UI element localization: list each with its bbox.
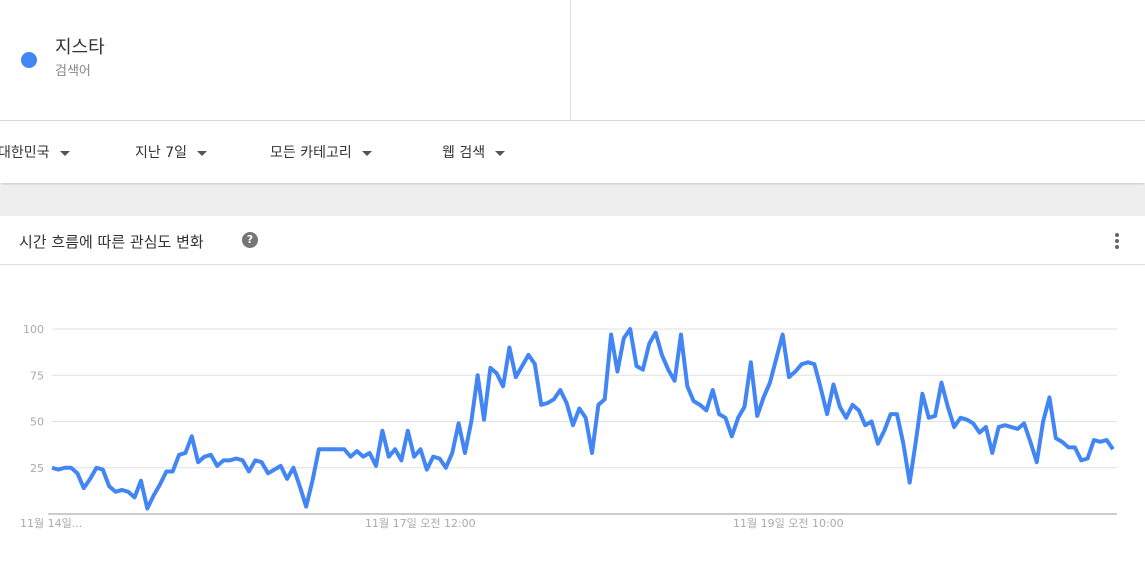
y-tick-label: 50 <box>30 416 44 429</box>
x-tick-label: 11월 14일... <box>20 516 82 530</box>
caret-down-icon <box>197 150 207 156</box>
time-filter[interactable]: 지난 7일 <box>135 142 207 162</box>
search-type-filter-label: 웹 검색 <box>442 145 486 161</box>
caret-down-icon <box>495 150 506 156</box>
search-term-type: 검색어 <box>55 64 91 79</box>
help-icon[interactable]: ? <box>242 232 258 248</box>
separator-band <box>0 185 1145 216</box>
x-tick-label: 11월 19일 오전 10:00 <box>733 516 844 530</box>
category-filter[interactable]: 모든 카테고리 <box>270 142 372 162</box>
divider <box>570 0 571 120</box>
y-tick-label: 25 <box>30 462 44 475</box>
caret-down-icon <box>59 150 70 156</box>
x-tick-label: 11월 17일 오전 12:00 <box>365 516 476 530</box>
y-tick-label: 100 <box>23 323 44 336</box>
region-filter-label: 대한민국 <box>0 145 50 161</box>
series-color-dot <box>21 52 37 68</box>
category-filter-label: 모든 카테고리 <box>270 145 352 161</box>
filter-bar: 대한민국 지난 7일 모든 카테고리 웹 검색 <box>0 121 1145 183</box>
search-term-header: 지스타 검색어 <box>0 0 1145 121</box>
more-options-icon[interactable] <box>1110 232 1124 250</box>
interest-over-time-chart: 25 50 75 100 11월 14일... 11월 17일 오전 12:00 11월 1… <box>20 323 1117 530</box>
series-line <box>51 327 1115 511</box>
y-tick-label: 75 <box>30 369 44 382</box>
card-divider <box>0 264 1145 265</box>
card-title: 시간 흐름에 따른 관심도 변화 <box>19 233 204 251</box>
caret-down-icon <box>361 150 372 156</box>
region-filter[interactable]: 대한민국 <box>0 142 70 162</box>
search-type-filter[interactable]: 웹 검색 <box>442 142 506 162</box>
search-term-name[interactable]: 지스타 <box>55 37 105 58</box>
time-filter-label: 지난 7일 <box>135 145 187 161</box>
